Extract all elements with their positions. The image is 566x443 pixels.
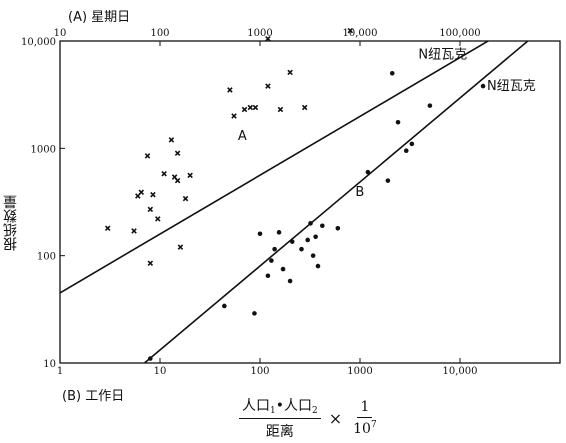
- data-point-b: [365, 169, 371, 175]
- top-panel-title: (A) 星期日: [68, 10, 131, 25]
- bottom-axis-tick-label: 10: [154, 366, 167, 377]
- data-point-b: [320, 223, 325, 229]
- x-axis-label-numerator: 人口1•人口2: [239, 395, 321, 419]
- data-point-a: [147, 260, 154, 267]
- x-axis-label-times: ×: [328, 408, 343, 428]
- y-axis-tick-label: 100: [37, 252, 56, 263]
- data-point-b: [313, 234, 318, 240]
- y-axis-tick-label: 1000: [31, 144, 56, 155]
- bottom-panel-title: (B) 工作日: [62, 389, 125, 404]
- data-point-a: [182, 195, 189, 202]
- regression-line-b: [143, 41, 530, 363]
- data-point-a: [347, 27, 354, 34]
- data-point-a: [161, 170, 167, 177]
- x-axis-label-scale-denominator: 107: [353, 420, 377, 437]
- x-axis-label-scale-numerator: 1: [357, 399, 373, 418]
- y-axis-tick-label: 10,000: [21, 37, 56, 48]
- top-axis-tick-label: 1000: [247, 28, 272, 39]
- data-point-b: [480, 83, 486, 89]
- data-point-b: [403, 148, 409, 154]
- data-point-a: [131, 228, 137, 234]
- data-point-a: [265, 35, 271, 42]
- top-axis-tick-label: 100: [150, 28, 169, 39]
- data-point-b: [427, 103, 433, 108]
- data-point-b: [272, 246, 277, 252]
- data-point-a: [252, 104, 259, 111]
- top-axis-tick-label: 10,000: [343, 28, 378, 39]
- plot-frame: [59, 40, 561, 364]
- data-points: [104, 27, 486, 361]
- data-point-b: [257, 231, 263, 237]
- data-point-a: [168, 137, 175, 143]
- data-point-b: [280, 266, 286, 272]
- x-axis-label-denominator: 距离: [265, 424, 294, 440]
- line-label-b: B: [355, 185, 364, 200]
- data-point-b: [269, 258, 274, 263]
- data-point-b: [252, 311, 257, 316]
- regression-lines: AB: [60, 41, 530, 363]
- data-point-b: [276, 230, 282, 235]
- data-point-a: [155, 216, 161, 222]
- data-point-b: [315, 263, 321, 269]
- bottom-axis-tick-label: 1000: [347, 366, 372, 377]
- annotation-newark-b: N纽瓦克: [487, 79, 536, 94]
- data-point-b: [335, 225, 341, 231]
- data-point-b: [308, 221, 313, 226]
- data-point-a: [227, 87, 233, 93]
- data-point-a: [144, 153, 151, 159]
- regression-line-a: [60, 41, 490, 294]
- data-point-b: [389, 71, 395, 76]
- data-point-a: [174, 177, 181, 184]
- data-point-b: [299, 246, 304, 252]
- data-point-a: [187, 172, 193, 179]
- bottom-axis-tick-label: 10,000: [443, 366, 478, 377]
- data-point-b: [265, 273, 271, 279]
- data-point-b: [222, 303, 227, 309]
- y-axis-label: 报纸数量: [3, 195, 19, 251]
- data-point-b: [148, 356, 153, 361]
- data-point-b: [310, 253, 316, 258]
- annotation-newark-a: N纽瓦克: [418, 47, 467, 62]
- annotations: N纽瓦克 N纽瓦克: [418, 47, 535, 94]
- data-point-a: [104, 225, 111, 232]
- data-point-a: [241, 106, 248, 113]
- data-point-b: [289, 239, 295, 244]
- x-axis-label-scale-fraction: 1 107: [350, 399, 380, 437]
- data-point-b: [287, 278, 293, 284]
- line-label-a: A: [238, 129, 247, 144]
- data-point-a: [301, 104, 308, 111]
- data-point-b: [305, 237, 311, 243]
- data-point-a: [265, 83, 271, 89]
- x-axis-label: 人口1•人口2 距离 × 1 107: [235, 396, 384, 440]
- bottom-axis-tick-label: 100: [250, 366, 269, 377]
- data-point-b: [385, 178, 391, 183]
- data-point-a: [231, 113, 237, 119]
- data-point-a: [287, 69, 293, 76]
- data-point-a: [150, 191, 156, 198]
- data-point-a: [247, 104, 254, 111]
- data-point-a: [277, 106, 284, 113]
- data-point-b: [395, 119, 401, 125]
- top-axis-tick-label: 100,000: [439, 28, 480, 39]
- data-point-a: [138, 189, 145, 195]
- data-point-a: [147, 206, 154, 213]
- x-axis-label-fraction: 人口1•人口2 距离: [239, 395, 321, 441]
- plot-border: [59, 40, 561, 364]
- y-axis-tick-label: 10: [43, 359, 56, 370]
- bottom-axis-tick-label: 1: [57, 366, 63, 377]
- data-point-a: [174, 150, 181, 157]
- data-point-b: [409, 141, 415, 147]
- data-point-a: [177, 244, 184, 250]
- top-axis-tick-label: 10: [54, 28, 67, 39]
